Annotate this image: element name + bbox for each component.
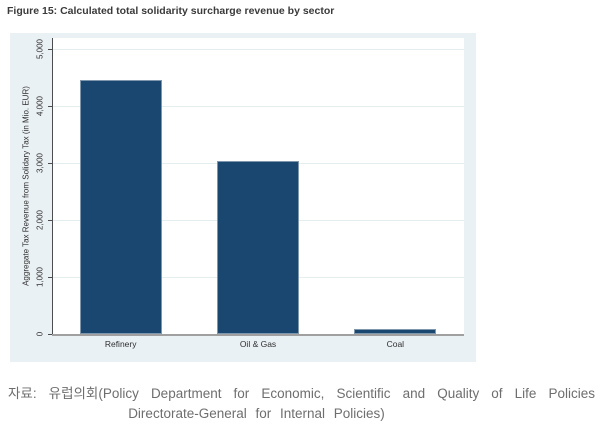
y-tick-label-3000: 3,000 (35, 152, 45, 173)
figure-title: Figure 15: Calculated total solidarity s… (7, 5, 335, 17)
source-caption-line2: Directorate-General for Internal Policie… (128, 406, 385, 421)
y-tick-label-1000: 1,000 (35, 266, 45, 287)
y-axis-title: Aggregate Tax Revenue from Solidary Tax … (21, 86, 31, 286)
gridline-4000 (52, 106, 464, 107)
source-caption-line1: 자료: 유럽의회(Policy Department for Economic,… (8, 386, 595, 401)
gridline-5000 (52, 49, 464, 50)
y-tick-label-5000: 5,000 (35, 38, 45, 59)
x-label-refinery: Refinery (104, 339, 137, 349)
y-axis-line (52, 38, 53, 335)
bar-chart: Aggregate Tax Revenue from Solidary Tax … (10, 33, 476, 362)
bar-oil-gas (217, 161, 299, 334)
bar-coal (354, 329, 436, 334)
y-tick-4000 (48, 106, 52, 107)
x-label-oil-gas: Oil & Gas (239, 339, 277, 349)
y-tick-label-4000: 4,000 (35, 95, 45, 116)
y-tick-label-0: 0 (35, 331, 45, 337)
y-tick-3000 (48, 163, 52, 164)
y-tick-1000 (48, 277, 52, 278)
bar-refinery (80, 80, 162, 334)
y-tick-2000 (48, 220, 52, 221)
y-tick-0 (48, 334, 52, 335)
x-axis-line (52, 334, 464, 336)
y-tick-label-2000: 2,000 (35, 209, 45, 230)
y-tick-5000 (48, 49, 52, 50)
x-label-coal: Coal (386, 339, 405, 349)
